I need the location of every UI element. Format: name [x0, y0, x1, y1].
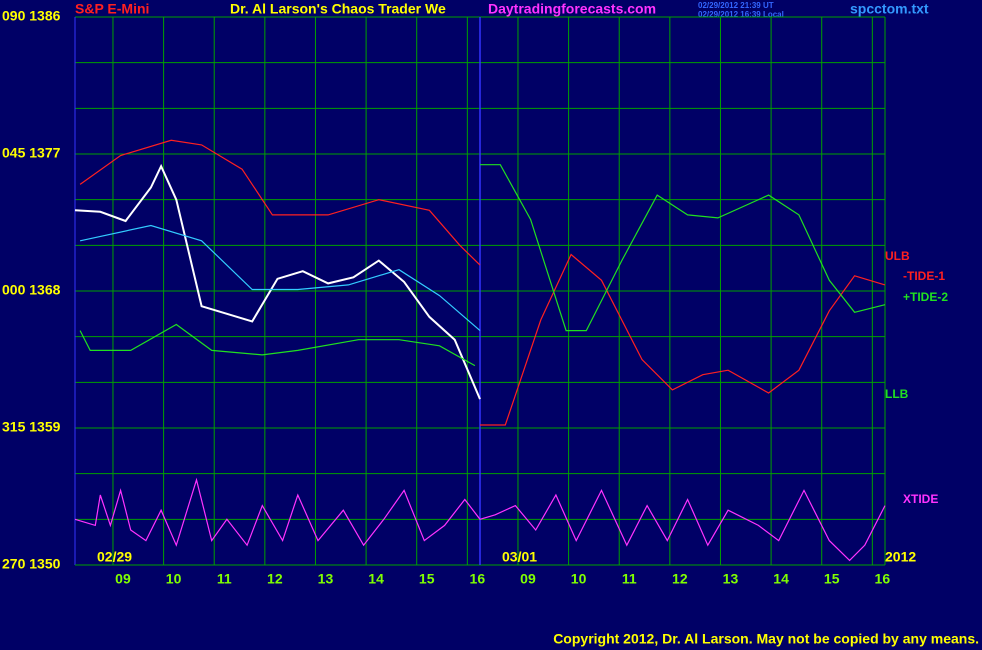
- timestamp: 02/29/2012 21:39 UT: [698, 1, 774, 10]
- x-tick-label: 14: [368, 571, 384, 587]
- x-tick-label: 10: [571, 571, 587, 587]
- legend-label: LLB: [885, 387, 909, 401]
- chart-subtitle: Daytradingforecasts.com: [488, 1, 656, 17]
- x-tick-label: 09: [115, 571, 131, 587]
- x-tick-label: 16: [470, 571, 486, 587]
- x-tick-label: 10: [166, 571, 182, 587]
- x-tick-label: 15: [419, 571, 435, 587]
- file-name: spcctom.txt: [850, 1, 929, 17]
- x-tick-label: 13: [723, 571, 739, 587]
- legend-label: +TIDE-2: [903, 290, 948, 304]
- timestamp: 02/29/2012 16:39 Local: [698, 10, 784, 19]
- x-tick-label: 16: [875, 571, 891, 587]
- legend-label: ULB: [885, 249, 910, 263]
- x-tick-label: 13: [318, 571, 334, 587]
- copyright: Copyright 2012, Dr. Al Larson. May not b…: [553, 631, 979, 647]
- series-line: [79, 224, 481, 332]
- series-line: [79, 323, 476, 367]
- x-tick-label: 11: [622, 571, 637, 587]
- y-tick-label: 270 1350: [2, 556, 61, 572]
- y-tick-label: 315 1359: [2, 419, 61, 435]
- year: 2012: [885, 549, 916, 565]
- legend-label: XTIDE: [903, 492, 938, 506]
- x-tick-label: 14: [773, 571, 789, 587]
- chart-title: Dr. Al Larson's Chaos Trader We: [230, 1, 446, 17]
- y-tick-label: 000 1368: [2, 282, 61, 298]
- day-label: 03/01: [502, 549, 537, 565]
- x-tick-label: 15: [824, 571, 840, 587]
- x-tick-label: 12: [672, 571, 688, 587]
- x-tick-label: 12: [267, 571, 283, 587]
- x-tick-label: 09: [520, 571, 536, 587]
- day-label: 02/29: [97, 549, 132, 565]
- series-line: [480, 164, 886, 332]
- legend-label: -TIDE-1: [903, 269, 945, 283]
- series-line: [480, 253, 886, 426]
- series-line: [74, 163, 481, 400]
- y-tick-label: 045 1377: [2, 145, 61, 161]
- series-line: [79, 139, 481, 266]
- series-line: [74, 477, 886, 562]
- symbol: S&P E-Mini: [75, 1, 149, 17]
- y-tick-label: 090 1386: [2, 8, 61, 24]
- x-tick-label: 11: [217, 571, 232, 587]
